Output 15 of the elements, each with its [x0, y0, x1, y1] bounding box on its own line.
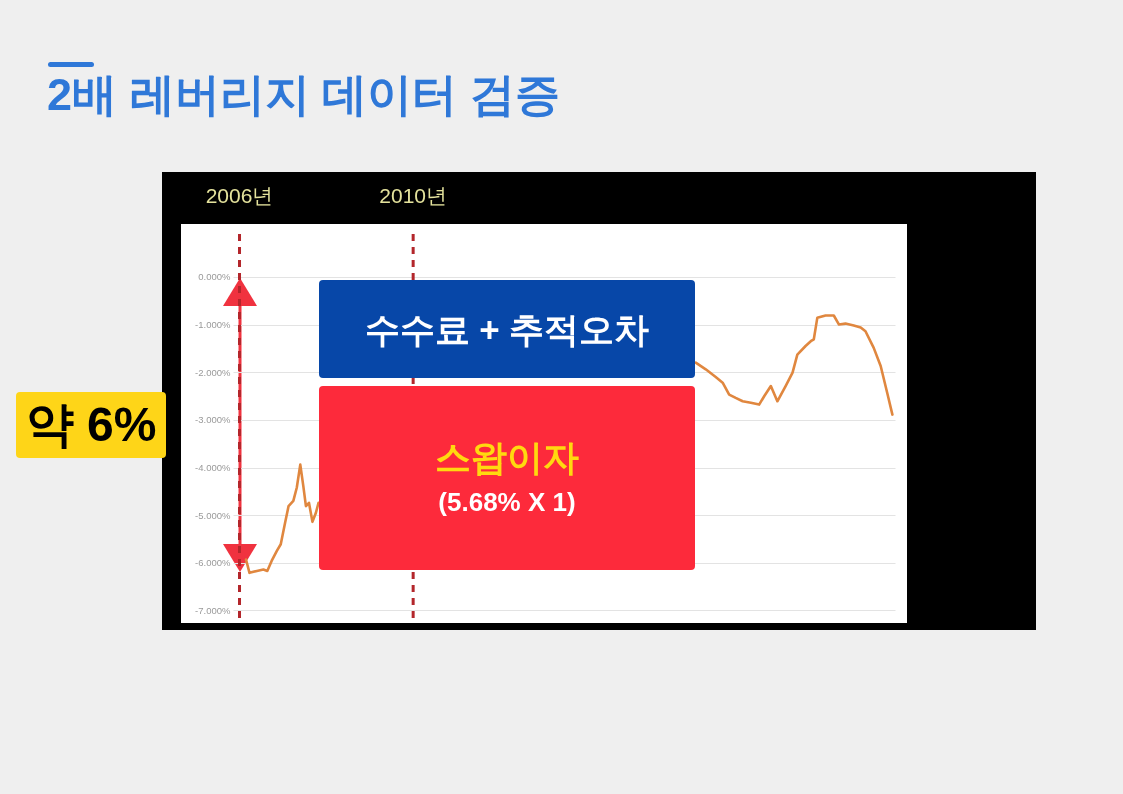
- y-tick-label: -5.000%: [195, 509, 232, 521]
- ref-line-label: 2010년: [379, 184, 448, 207]
- y-tick-label: 0.000%: [198, 271, 232, 283]
- y-tick-label: -3.000%: [195, 414, 232, 426]
- annotation: (5.68% X 1): [438, 487, 576, 517]
- text: 약 6%: [25, 398, 157, 451]
- y-tick-label: -6.000%: [195, 557, 232, 569]
- annotation: 수수료 + 추적오차: [364, 309, 650, 349]
- y-tick-label: -1.000%: [195, 319, 232, 331]
- y-tick-label: -7.000%: [195, 604, 232, 616]
- annotation: 스왑이자: [435, 437, 579, 478]
- ref-line-label: 2006년: [205, 184, 274, 207]
- chart-title: 2배 레버리지 데이터 검증: [47, 69, 560, 120]
- y-tick-label: -4.000%: [195, 462, 232, 474]
- y-tick-label: -2.000%: [195, 366, 232, 378]
